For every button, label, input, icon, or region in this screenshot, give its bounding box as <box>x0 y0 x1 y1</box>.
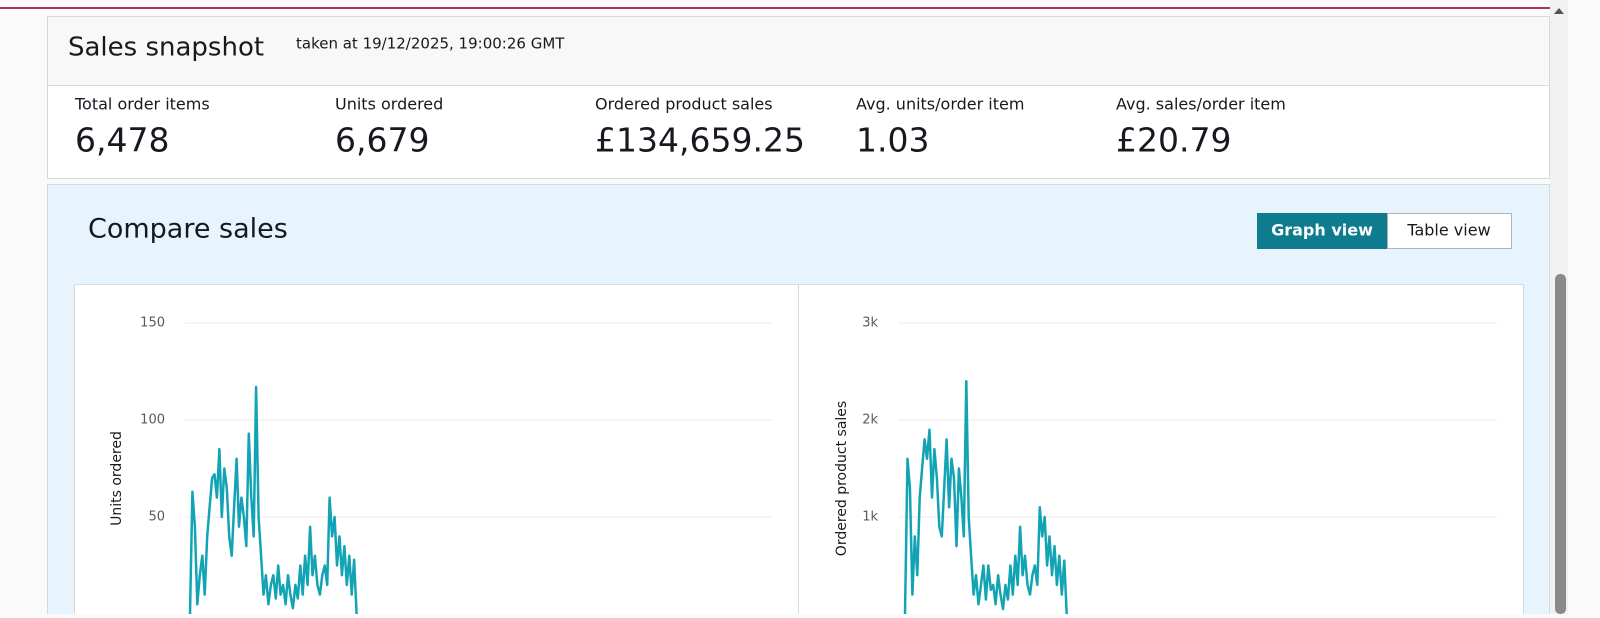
y-tick-label: 2k <box>862 413 878 428</box>
metric-value: 1.03 <box>856 121 929 160</box>
data-line <box>188 385 358 615</box>
compare-title: Compare sales <box>88 214 288 245</box>
scroll-thumb[interactable] <box>1555 274 1566 614</box>
y-tick-label: 100 <box>140 413 165 428</box>
view-button[interactable] <box>1387 213 1512 249</box>
y-axis-label: Ordered product sales <box>834 401 850 556</box>
metric-label: Total order items <box>74 95 210 114</box>
y-tick-label: 3k <box>862 316 878 331</box>
snapshot-header <box>48 17 1549 85</box>
metric-label: Units ordered <box>335 95 443 114</box>
snapshot-title: Sales snapshot <box>68 33 264 63</box>
metric-value: 6,679 <box>335 121 429 160</box>
y-tick-label: 150 <box>140 316 165 331</box>
metric-value: £134,659.25 <box>595 121 805 160</box>
snapshot-time: taken at 19/12/2025, 19:00:26 GMT <box>296 35 565 53</box>
metric-value: 6,478 <box>75 121 169 160</box>
top-bar <box>0 0 1600 9</box>
scroll-up[interactable] <box>1554 8 1564 14</box>
metric-label: Avg. units/order item <box>856 95 1024 114</box>
y-tick-label: 50 <box>148 510 165 525</box>
metric-value: £20.79 <box>1116 121 1231 160</box>
metric-label: Avg. sales/order item <box>1116 95 1286 114</box>
data-line <box>903 379 1068 615</box>
metric-label: Ordered product sales <box>595 95 773 114</box>
view-button-label[interactable]: Graph view <box>1271 221 1373 240</box>
view-button-label[interactable]: Table view <box>1406 221 1490 240</box>
y-axis-label: Units ordered <box>109 431 125 526</box>
y-tick-label: 1k <box>862 510 878 525</box>
